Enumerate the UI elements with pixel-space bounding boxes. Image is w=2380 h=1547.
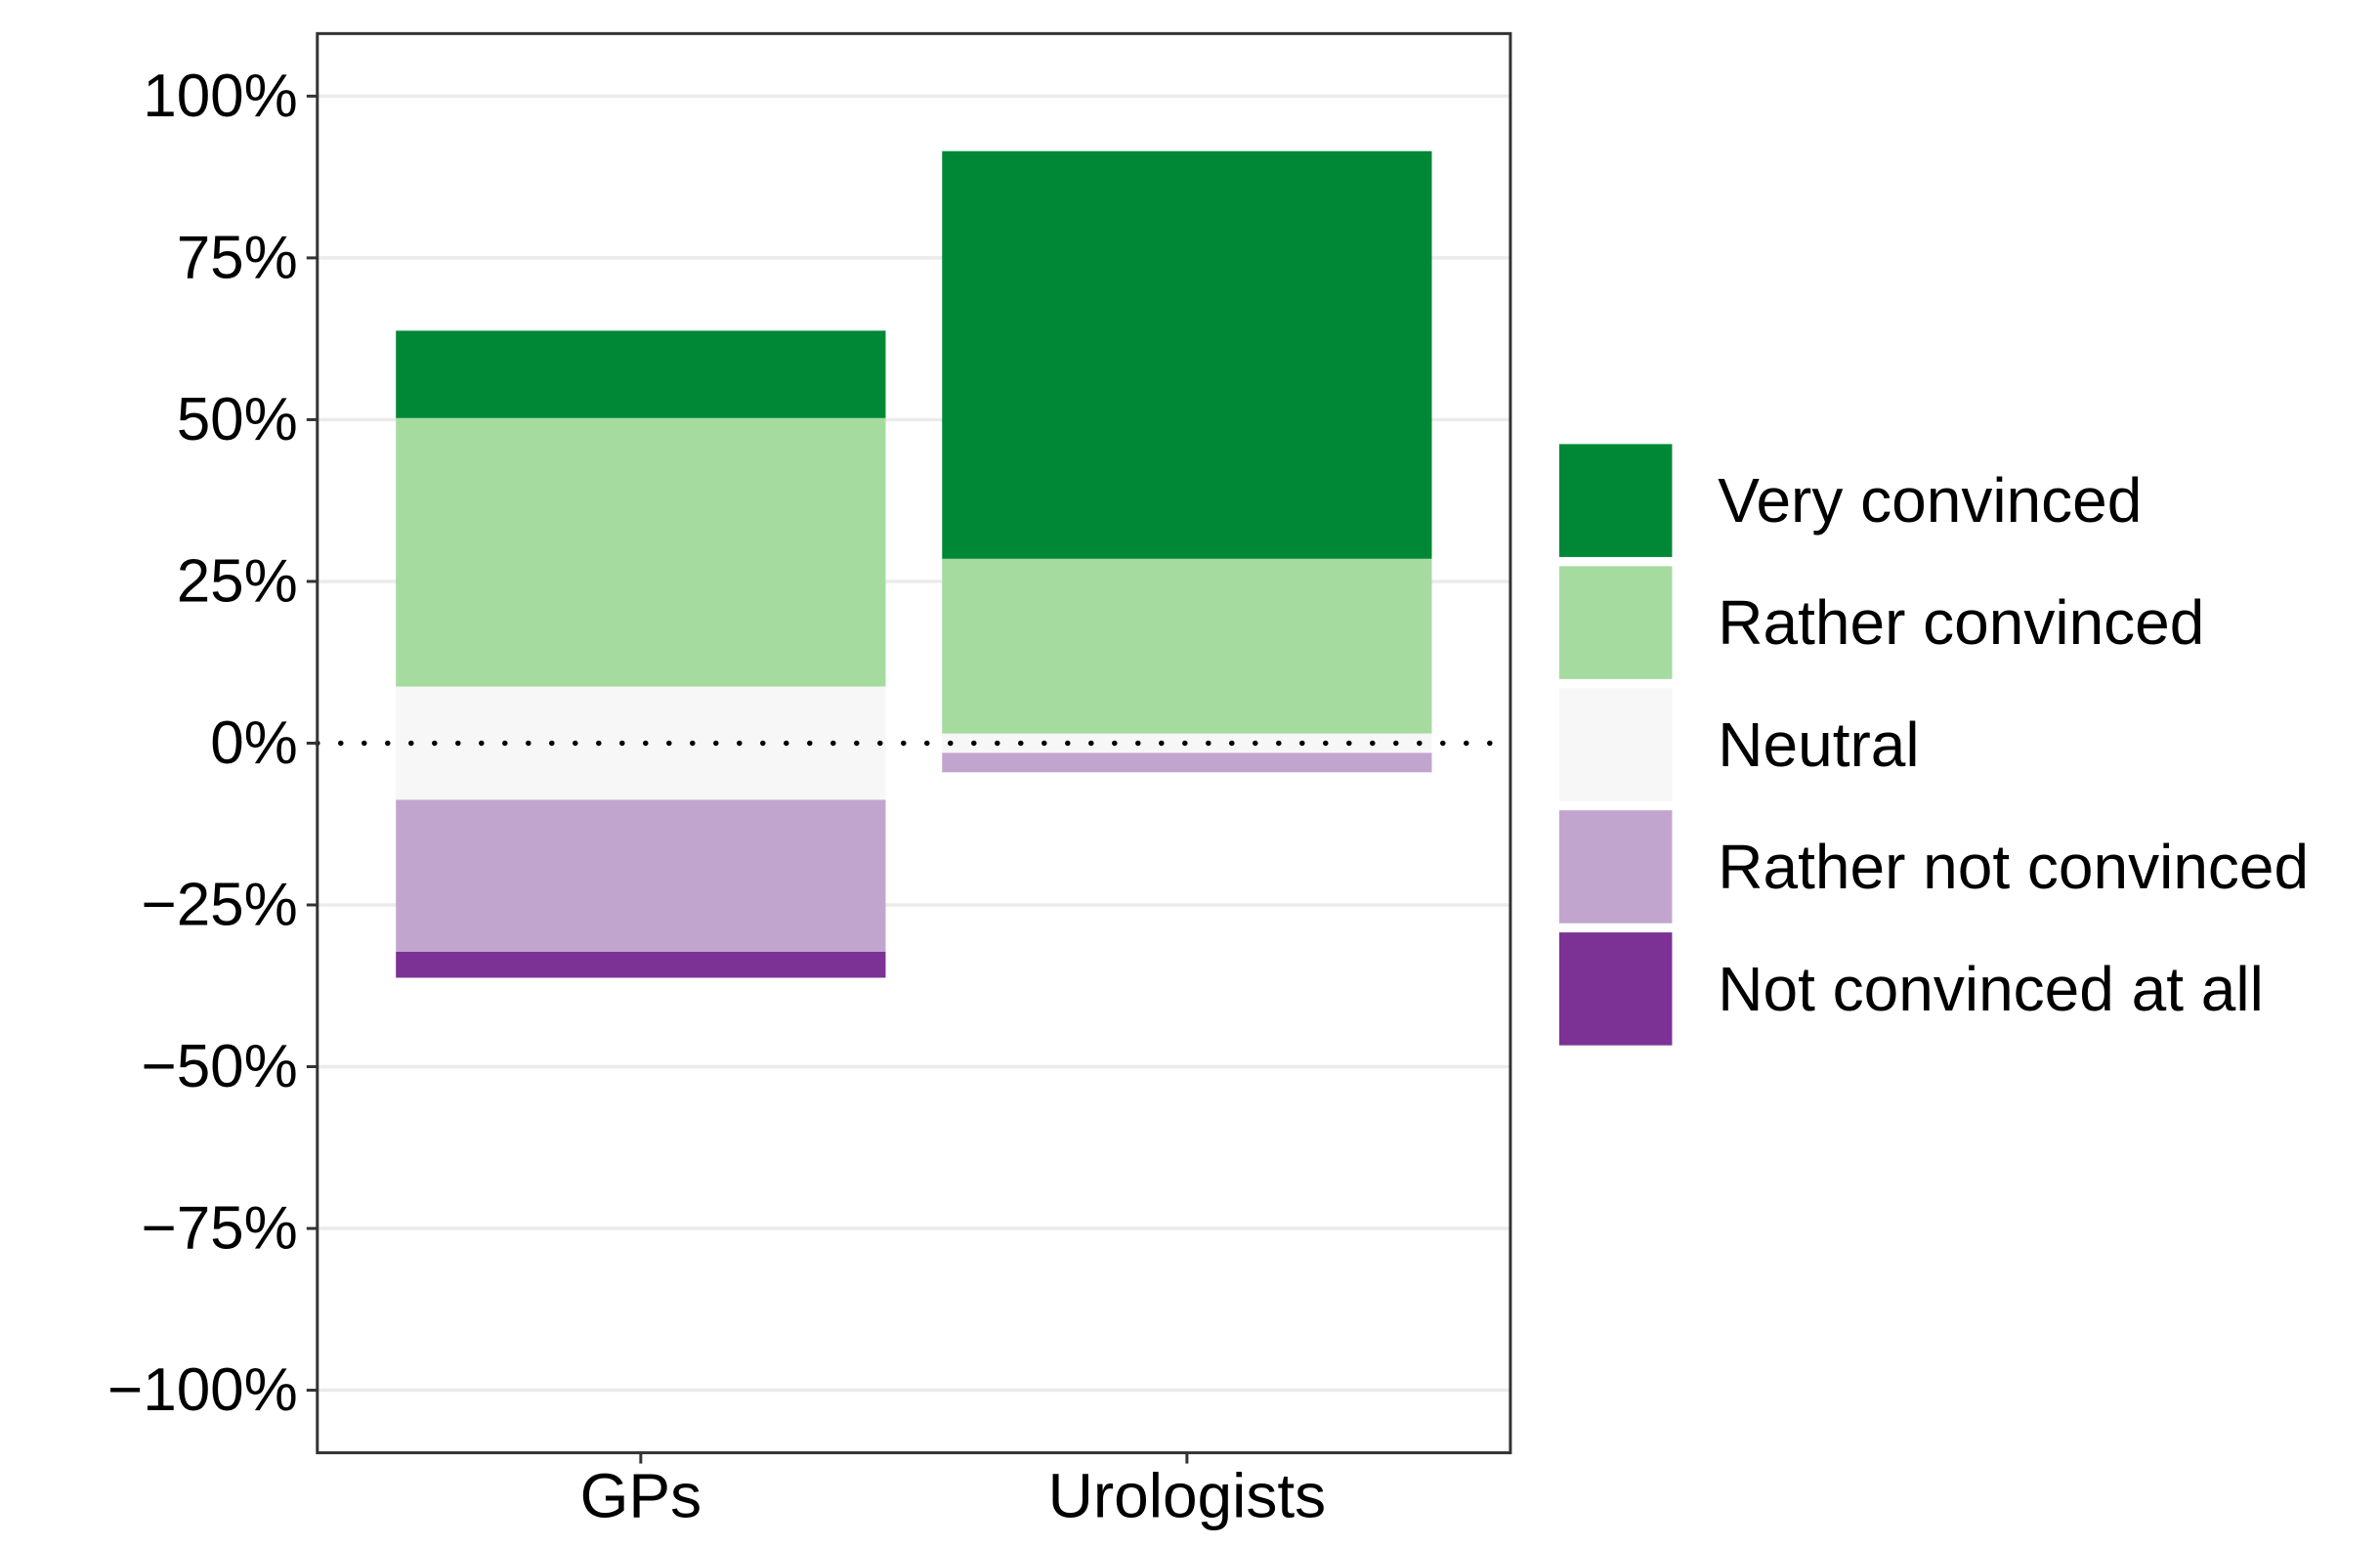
legend-key xyxy=(1558,688,1673,801)
y-tick-label: −75% xyxy=(141,1195,297,1263)
bar-segment xyxy=(396,951,886,978)
y-tick-label: 0% xyxy=(210,709,298,777)
legend-key xyxy=(1558,444,1673,557)
legend-key xyxy=(1558,810,1673,924)
bar-segment xyxy=(942,558,1432,734)
bar-segment xyxy=(396,417,886,687)
legend-label: Very convinced xyxy=(1718,465,2142,536)
x-tick-label: GPs xyxy=(580,1461,701,1531)
bar-segment xyxy=(396,686,886,800)
x-tick-label: Urologists xyxy=(1048,1461,1327,1531)
y-tick-label: 100% xyxy=(143,63,298,130)
legend: Very convinced Rather convinced Neutral Rat… xyxy=(1558,444,2309,1046)
y-axis: 100% 75% 50% 25% 0% −25% −50% −75% −100% xyxy=(107,63,318,1424)
bar-segment xyxy=(942,150,1432,559)
x-axis: GPs Urologists xyxy=(580,1452,1327,1531)
y-tick-label: −100% xyxy=(107,1356,298,1424)
bar-segment xyxy=(396,799,886,952)
y-tick-label: −50% xyxy=(141,1033,297,1100)
bars xyxy=(396,150,1432,978)
y-tick-label: −25% xyxy=(141,871,297,938)
y-tick-label: 50% xyxy=(177,386,298,453)
y-tick-label: 25% xyxy=(177,547,298,615)
legend-label: Neutral xyxy=(1718,709,1919,780)
legend-label: Not convinced at all xyxy=(1718,954,2264,1024)
legend-label: Rather not convinced xyxy=(1718,832,2309,902)
y-tick-label: 75% xyxy=(177,224,298,291)
legend-key xyxy=(1558,932,1673,1046)
legend-key xyxy=(1558,566,1673,679)
bar-segment xyxy=(396,330,886,418)
legend-label: Rather convinced xyxy=(1718,587,2204,658)
bar-segment xyxy=(942,752,1432,773)
